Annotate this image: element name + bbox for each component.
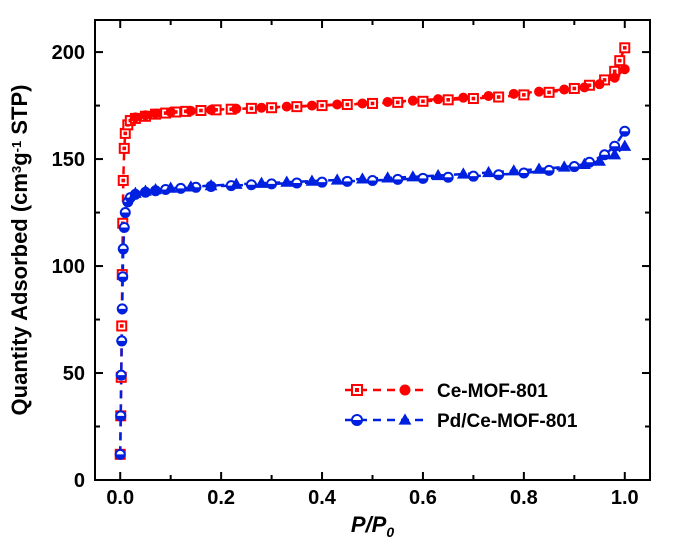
svg-text:0.4: 0.4 (308, 487, 337, 509)
svg-text:Pd/Ce-MOF-801: Pd/Ce-MOF-801 (437, 411, 578, 432)
svg-text:Quantity Adsorbed (cm3g-1 STP): Quantity Adsorbed (cm3g-1 STP) (7, 85, 32, 416)
svg-text:100: 100 (52, 256, 85, 278)
svg-text:0: 0 (74, 470, 85, 492)
svg-text:150: 150 (52, 149, 85, 171)
svg-text:50: 50 (63, 363, 85, 385)
svg-text:0.6: 0.6 (409, 487, 437, 509)
svg-text:200: 200 (52, 42, 85, 64)
svg-text:0.0: 0.0 (106, 487, 134, 509)
svg-text:Ce-MOF-801: Ce-MOF-801 (437, 381, 548, 402)
svg-text:0.8: 0.8 (510, 487, 538, 509)
svg-text:1.0: 1.0 (611, 487, 639, 509)
chart-svg: 0.00.20.40.60.81.0050100150200P/P0Quanti… (0, 0, 685, 546)
svg-text:0.2: 0.2 (207, 487, 235, 509)
adsorption-isotherm-chart: 0.00.20.40.60.81.0050100150200P/P0Quanti… (0, 0, 685, 546)
